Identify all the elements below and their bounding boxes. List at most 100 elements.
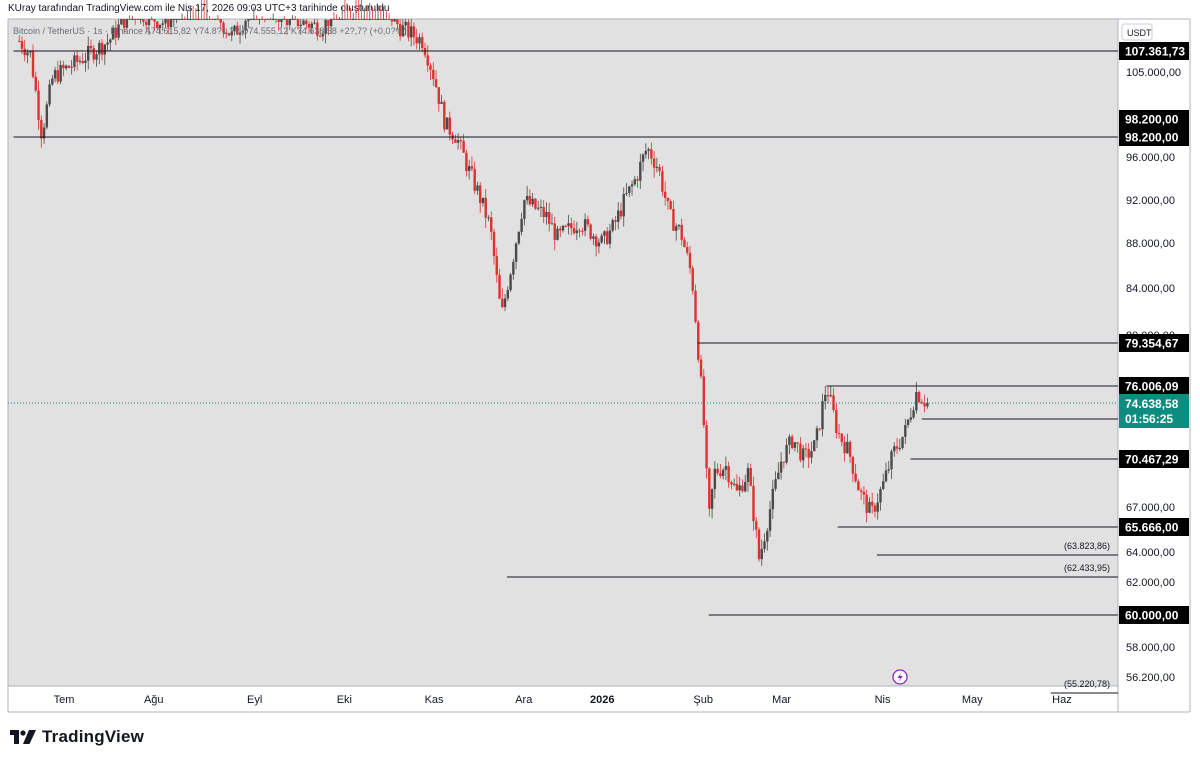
candle-body	[625, 193, 628, 195]
candle-body	[340, 19, 344, 20]
candle-body	[766, 530, 769, 542]
candle-body	[40, 119, 43, 139]
candle-body	[559, 228, 562, 231]
candle-body	[520, 218, 523, 232]
candle-body	[363, 19, 366, 20]
candle-body	[128, 19, 131, 20]
candle-body	[169, 19, 173, 28]
tag-level-98200-bg	[1119, 128, 1189, 146]
candle-body	[556, 228, 559, 240]
tradingview-logo-icon	[10, 730, 36, 744]
candle-body	[843, 441, 846, 454]
candle-body	[150, 19, 153, 20]
candle-body	[440, 101, 443, 104]
currency-button[interactable]: USDT	[1121, 23, 1153, 41]
candle-body	[536, 207, 540, 209]
candle-body	[470, 166, 474, 169]
candle-body	[686, 247, 689, 253]
candle-body	[702, 376, 705, 426]
plot-area[interactable]	[8, 19, 1118, 686]
candle-body	[523, 200, 526, 219]
candle-body	[78, 60, 82, 62]
candle-body	[837, 433, 841, 435]
note-level-63823: (63.823,86)	[1064, 541, 1110, 551]
candle-body	[186, 19, 189, 20]
candle-body	[443, 101, 446, 130]
price-tick-label: 105.000,00	[1126, 67, 1181, 79]
candle-body	[404, 21, 407, 26]
candle-body	[125, 19, 129, 28]
tag-level-98200-label: 98.200,00	[1125, 131, 1179, 145]
candle-body	[534, 198, 537, 209]
event-icon[interactable]	[892, 669, 908, 685]
horizontal-levels[interactable]	[13, 50, 1118, 694]
candle-body	[211, 19, 214, 20]
candle-body	[67, 65, 71, 68]
candle-body	[481, 197, 485, 204]
time-tick-label: Ara	[515, 694, 533, 706]
candle-body	[815, 428, 819, 441]
candle-body	[48, 84, 51, 105]
time-tick-label: Eyl	[247, 694, 262, 706]
candle-body	[178, 19, 181, 20]
price-axis[interactable]: 105.000,00 96.000,00 92.000,00 88.000,00 84.…	[1126, 67, 1181, 684]
candle-body	[238, 32, 242, 35]
candle-body	[172, 19, 175, 20]
time-tick-label: Nis	[875, 694, 891, 706]
candle-body	[305, 20, 308, 25]
candle-body	[360, 19, 363, 20]
candle-body	[826, 394, 830, 397]
candle-body	[291, 19, 294, 20]
candle-body	[167, 19, 170, 28]
candle-body	[183, 19, 187, 20]
candle-body	[332, 19, 336, 20]
candle-body	[222, 22, 225, 33]
candle-body	[412, 26, 416, 38]
candle-body	[288, 19, 291, 25]
candle-body	[735, 483, 739, 491]
candle-body	[103, 44, 106, 55]
candle-body	[801, 448, 805, 461]
candle-body	[459, 140, 463, 142]
candle-body	[782, 461, 786, 463]
tradingview-logo[interactable]: TradingView	[10, 726, 144, 748]
candle-body	[161, 23, 164, 25]
candle-body	[109, 39, 112, 43]
price-tick-label: 84.000,00	[1126, 283, 1175, 295]
candle-body	[374, 19, 377, 20]
candle-body	[73, 55, 76, 67]
candle-body	[437, 87, 440, 104]
candle-body	[429, 65, 432, 70]
candle-body	[738, 485, 741, 491]
candle-body	[581, 230, 584, 232]
candle-body	[644, 150, 648, 155]
candle-body	[302, 20, 305, 25]
candle-body	[189, 19, 192, 20]
candle-body	[365, 19, 369, 20]
candle-body	[680, 224, 683, 240]
time-axis[interactable]: Tem Ağu Eyl Eki Kas Ara 2026 Şub Mar Nis May Haz	[54, 694, 1072, 706]
candle-body	[462, 140, 465, 153]
candle-body	[630, 184, 634, 187]
candle-body	[898, 448, 901, 450]
candle-body	[434, 79, 438, 88]
candle-body	[194, 19, 198, 20]
candle-body	[316, 22, 319, 36]
candle-body	[683, 239, 686, 248]
candle-body	[824, 394, 827, 402]
candle-body	[20, 41, 24, 49]
candle-body	[779, 461, 783, 473]
candle-body	[647, 149, 650, 151]
candle-body	[793, 442, 797, 448]
candle-body	[476, 185, 479, 191]
candle-body	[283, 19, 286, 20]
candle-body	[343, 19, 347, 20]
candle-body	[799, 443, 802, 461]
tag-level-65666-label: 65.666,00	[1125, 521, 1179, 535]
currency-label: USDT	[1127, 28, 1152, 38]
tag-level-70467-label: 70.467,29	[1125, 453, 1179, 467]
candle-body	[376, 19, 380, 20]
candle-body	[271, 19, 275, 20]
candle-body	[382, 19, 385, 20]
